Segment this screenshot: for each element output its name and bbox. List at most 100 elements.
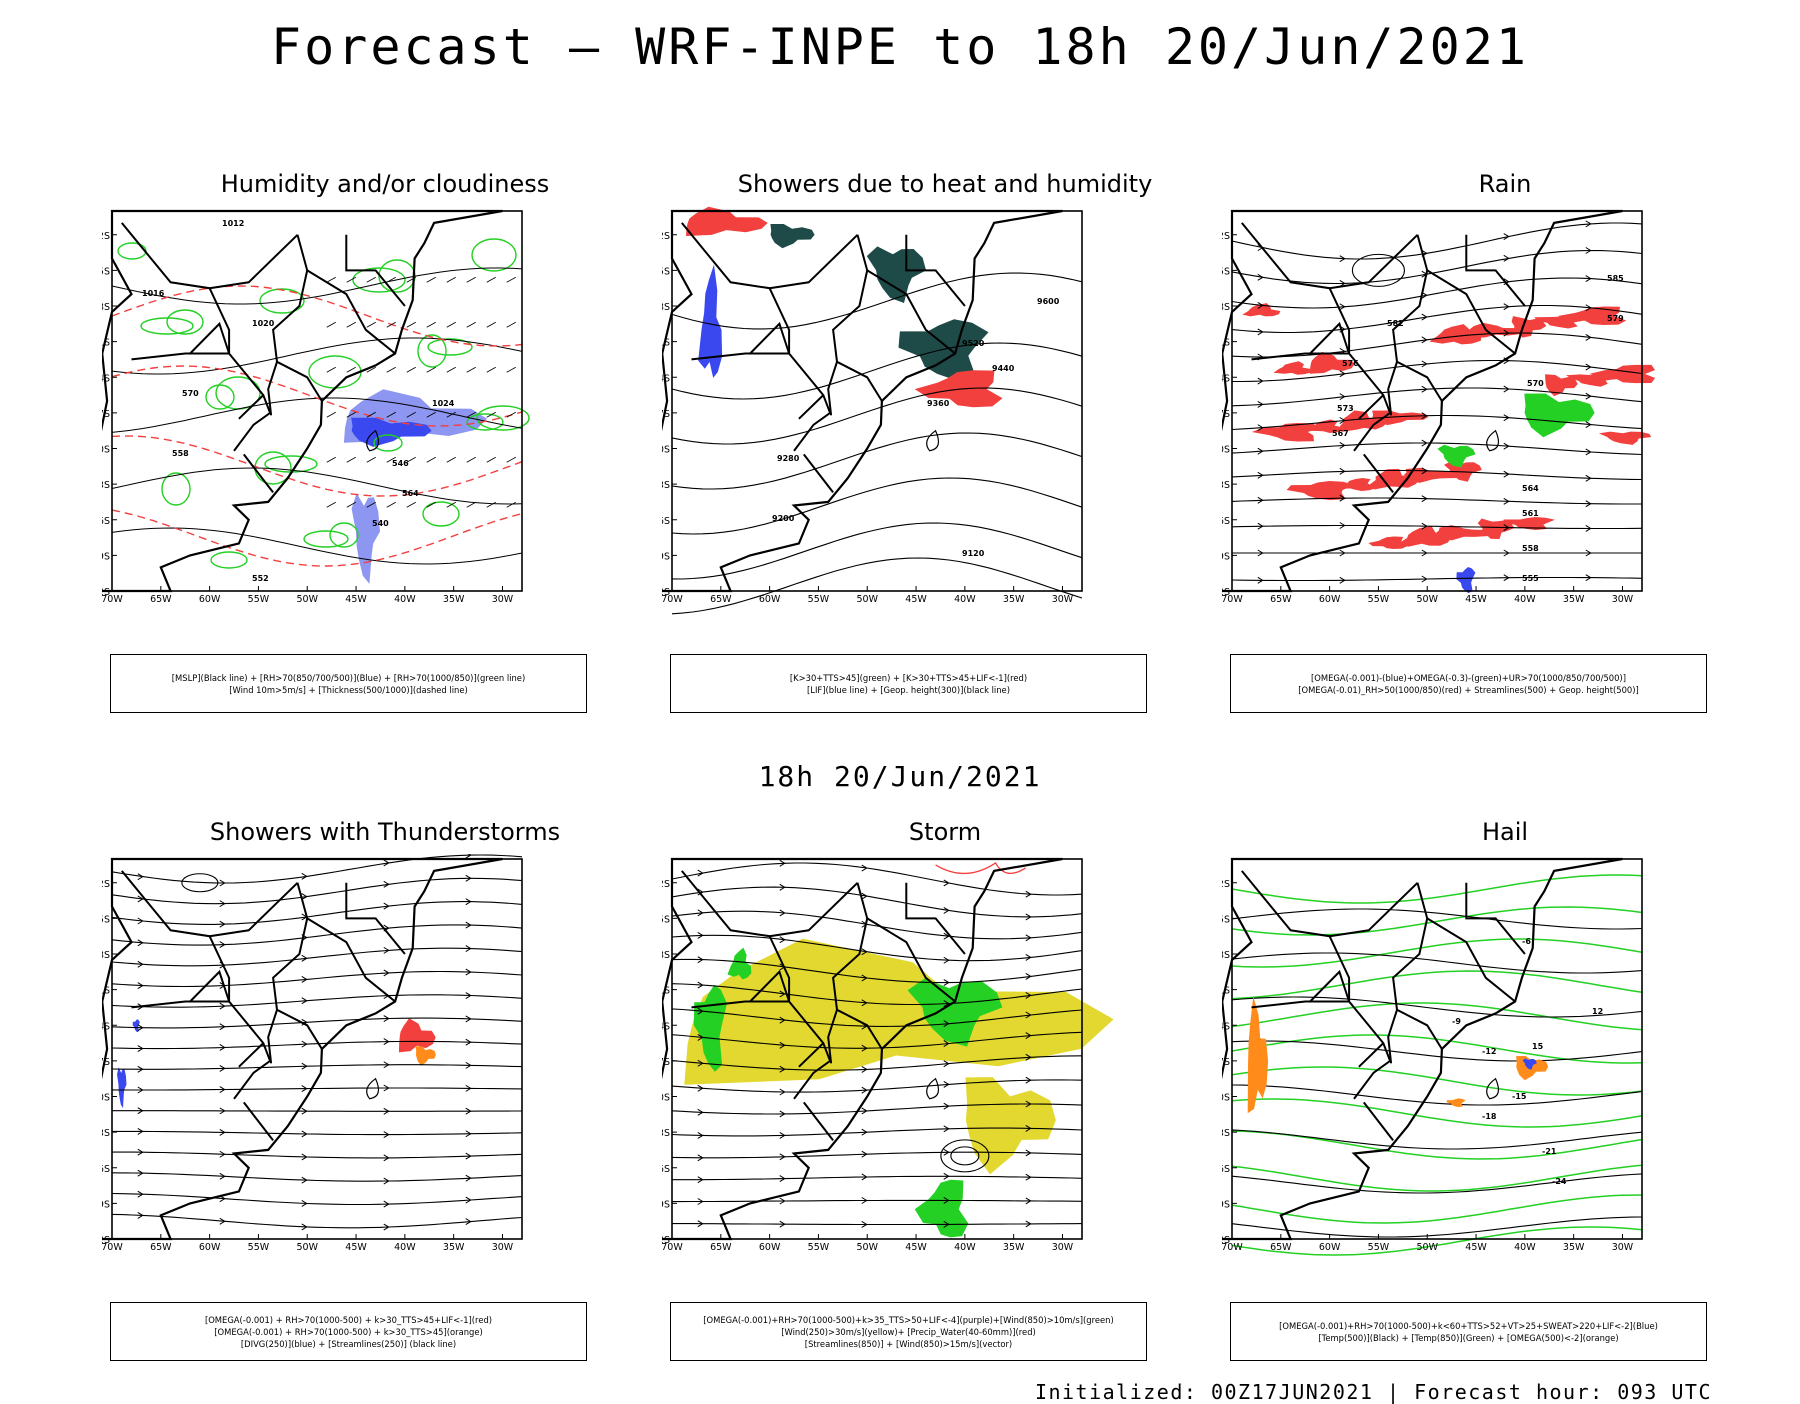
lat-label: 33S: [102, 480, 110, 491]
streamline-arrow: [137, 1211, 144, 1219]
contour-label: -9: [1452, 1017, 1461, 1026]
streamline-arrow: [861, 1221, 868, 1228]
streamline-arrow: [383, 880, 390, 888]
streamline-850: [671, 983, 1083, 1006]
streamline-arrow: [219, 1023, 226, 1031]
wind-vector: [486, 411, 496, 418]
streamline-arrow: [1585, 220, 1592, 228]
streamline-arrow: [137, 1169, 144, 1177]
wind-vector: [346, 276, 356, 283]
streamline-arrow: [465, 1196, 472, 1204]
border-line: [749, 969, 791, 1003]
lon-label: 30W: [1612, 594, 1634, 605]
border-line: [1329, 882, 1419, 938]
wind850-green-area: [727, 947, 752, 980]
lon-label: 45W: [1465, 594, 1487, 605]
wind-vector: [386, 411, 396, 418]
temp850-line: [1231, 906, 1643, 936]
contour-label: 9120: [962, 549, 985, 558]
streamline-arrow: [1025, 1149, 1032, 1157]
streamline-arrow: [465, 1038, 472, 1046]
border-line: [749, 321, 791, 355]
lat-label: 30S: [662, 1093, 670, 1104]
temp850-line: [1231, 1194, 1643, 1224]
streamline-arrow: [1421, 412, 1428, 420]
streamline-arrow: [697, 1034, 704, 1041]
streamline-arrow: [137, 1148, 144, 1156]
streamline-arrow: [861, 1150, 868, 1158]
wind-vector: [346, 456, 356, 463]
streamline-500: [1231, 277, 1643, 309]
lat-label: 27S: [102, 1057, 110, 1068]
temp500-line: [1231, 952, 1643, 974]
streamline-arrow: [1339, 549, 1346, 557]
streamline-arrow: [137, 1045, 144, 1052]
temp850-line: [1231, 1130, 1643, 1160]
wind-vector: [326, 501, 336, 508]
coastline: [1222, 857, 1623, 1241]
temp850-line: [1231, 1164, 1643, 1192]
streamline-arrow: [1257, 576, 1264, 584]
wind-vector: [506, 411, 516, 418]
mslp-isobar: [111, 267, 523, 305]
streamline-arrow: [1585, 304, 1592, 312]
border-line: [267, 1009, 278, 1064]
streamline-arrow: [1339, 279, 1346, 287]
streamline-arrow: [1503, 524, 1510, 532]
border-line: [691, 1000, 790, 1009]
coastline: [1222, 209, 1623, 593]
temp500-line: [1231, 1129, 1643, 1150]
omega-red-area: [1340, 410, 1388, 432]
geop-height-line: [671, 557, 1083, 615]
rh-green-contour: [417, 334, 447, 368]
border-line: [121, 222, 272, 452]
streamline-arrow: [697, 869, 704, 877]
streamline-arrow: [383, 946, 390, 954]
wind-vector: [406, 321, 416, 328]
wind-vector: [326, 321, 336, 328]
wind-vector: [426, 366, 436, 373]
lon-label: 60W: [1319, 1242, 1341, 1253]
streamline-arrow: [1503, 329, 1510, 337]
legend-line: [OMEGA(-0.01)_RH>50(1000/850)(red) + Str…: [1298, 684, 1639, 695]
border-line: [1465, 882, 1526, 955]
legend-humidity: [MSLP](Black line) + [RH>70(850/700/500)…: [110, 654, 587, 713]
streamline-arrow: [219, 900, 226, 908]
legend-line: [Temp(500)](Black) + [Temp(850)](Green) …: [1318, 1332, 1619, 1343]
omega-red-area: [1242, 303, 1281, 317]
streamline-arrow: [137, 1065, 144, 1073]
border-line: [1241, 222, 1392, 452]
legend-line: [DIVG(250)](blue) + [Streamlines(250)] (…: [240, 1338, 457, 1349]
mslp-isobar: [111, 467, 523, 505]
streamline-arrow: [1025, 972, 1032, 980]
lat-label: 12S: [1222, 879, 1230, 890]
lat-label: 39S: [102, 551, 110, 562]
map-base: [112, 211, 522, 591]
omega-blue-area: [1456, 567, 1476, 594]
wind-vector: [486, 456, 496, 463]
lon-label: 60W: [1319, 594, 1341, 605]
rh-green-contour: [166, 309, 204, 335]
border-line: [243, 453, 274, 494]
streamline-arrow: [697, 1198, 704, 1205]
temp850-line: [1231, 1098, 1643, 1128]
lon-label: 50W: [1416, 1242, 1438, 1253]
lon-label: 40W: [394, 594, 416, 605]
streamline-850: [671, 1151, 1083, 1159]
lon-label: 40W: [1514, 1242, 1536, 1253]
divg-blue-area: [117, 1067, 127, 1109]
streamline-arrow: [1421, 549, 1428, 557]
mslp-isobar: [111, 527, 523, 565]
streamline-arrow: [1503, 233, 1510, 240]
temp850-line: [1231, 938, 1643, 968]
streamline-arrow: [1503, 303, 1510, 311]
lat-label: 39S: [662, 1199, 670, 1210]
coastline-layer: [662, 209, 1063, 593]
wind-vector: [406, 501, 416, 508]
lat-label: 39S: [1222, 1199, 1230, 1210]
streamline-arrow: [779, 936, 786, 944]
streamline-250: [111, 1017, 523, 1029]
streamline-850: [671, 1079, 1083, 1093]
rh-green-contour: [427, 338, 473, 356]
map-frame: [111, 210, 523, 592]
